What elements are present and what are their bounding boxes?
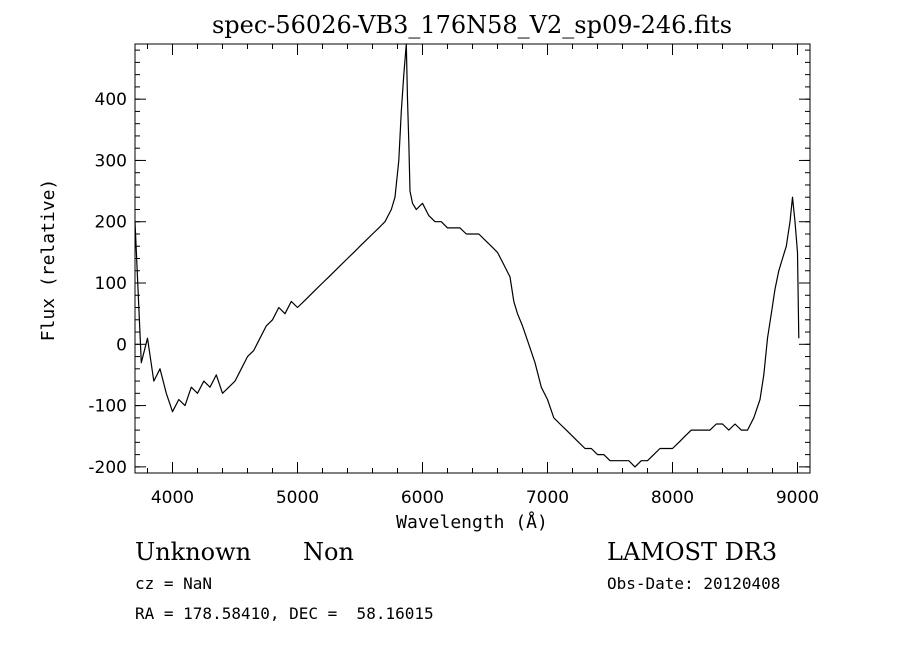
x-tick-label: 9000 <box>776 488 819 508</box>
y-axis: -200 -100 0 100 200 300 400 <box>88 90 810 478</box>
y-tick-label: 200 <box>95 213 127 233</box>
y-tick-label: 400 <box>95 90 127 110</box>
x-axis-label: Wavelength (Å) <box>396 511 548 533</box>
y-axis-label: Flux (relative) <box>38 179 59 342</box>
x-tick-label: 4000 <box>151 488 194 508</box>
y-tick-label: 0 <box>116 335 127 355</box>
x-axis: 4000 5000 6000 7000 8000 9000 <box>151 44 819 508</box>
chart-title: spec-56026-VB3_176N58_V2_sp09-246.fits <box>212 11 732 39</box>
coordinates: RA = 178.58410, DEC = 58.16015 <box>135 604 434 623</box>
x-tick-label: 7000 <box>526 488 569 508</box>
plot-area <box>134 43 800 468</box>
minor-ticks <box>135 44 810 473</box>
plot-frame <box>134 43 811 474</box>
x-tick-label: 5000 <box>276 488 319 508</box>
observation-date: Obs-Date: 20120408 <box>607 574 781 593</box>
survey-name: LAMOST DR3 <box>607 538 778 566</box>
x-tick-label: 8000 <box>651 488 694 508</box>
object-subclass: Non <box>303 538 354 566</box>
object-class: Unknown <box>135 538 252 566</box>
x-tick-label: 6000 <box>401 488 444 508</box>
y-tick-label: 300 <box>95 151 127 171</box>
redshift-value: cz = NaN <box>135 574 213 593</box>
y-tick-label: -100 <box>88 397 127 417</box>
y-tick-label: -200 <box>88 458 127 478</box>
y-tick-label: 100 <box>95 274 127 294</box>
spectrum-line <box>134 43 800 468</box>
